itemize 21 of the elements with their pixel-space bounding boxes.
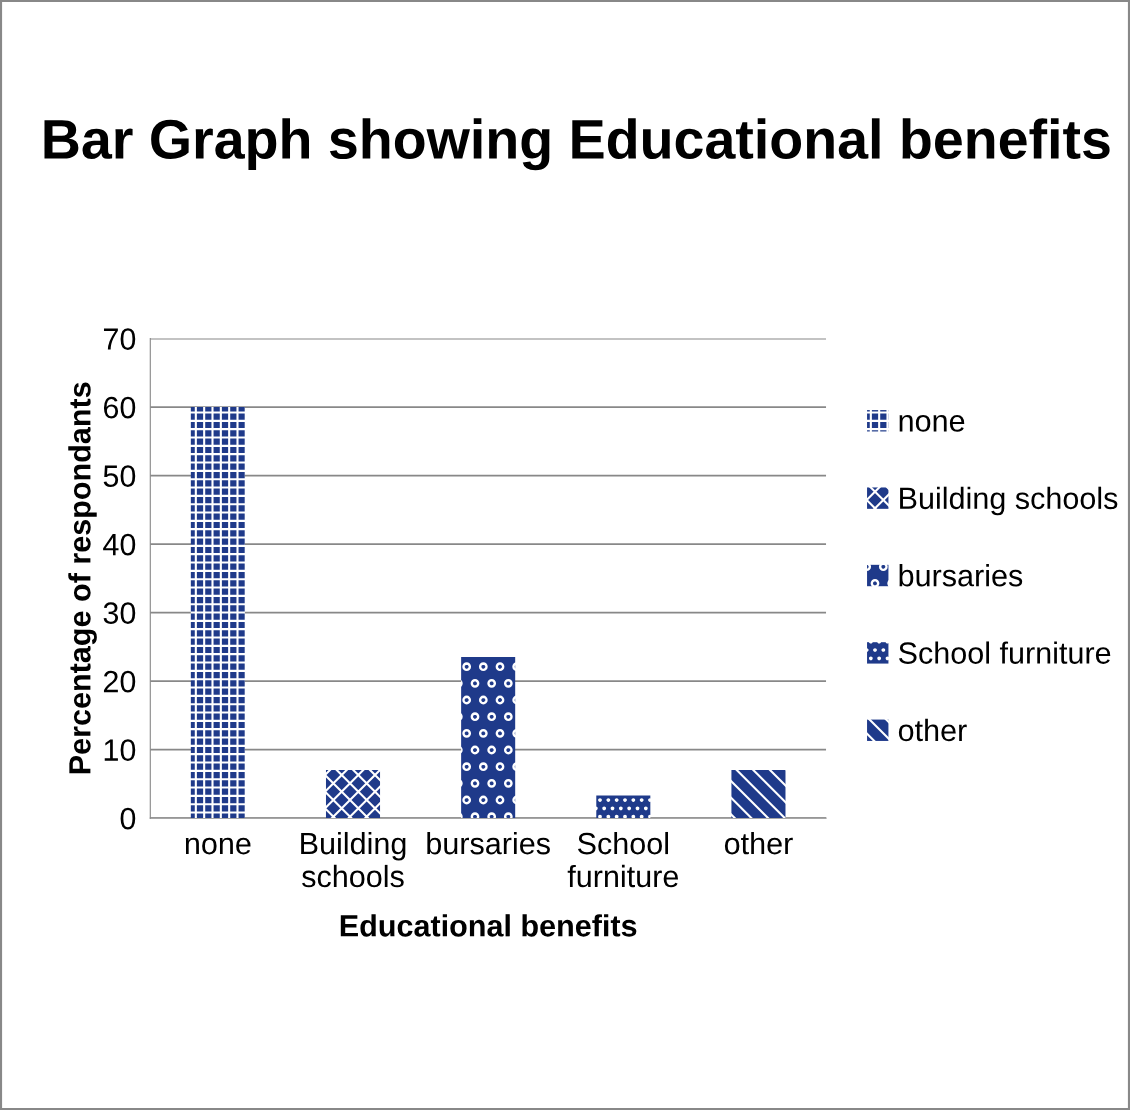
legend-label: none [899, 415, 965, 432]
x-tick-label: bursaries [427, 831, 550, 855]
legend-label: Building schools [900, 486, 1118, 516]
legend-label: School furniture [898, 641, 1111, 664]
y-axis-title: Percentage of respondants [68, 382, 97, 774]
y-tick-label: 30 [103, 602, 136, 624]
x-tick-label: other [724, 831, 793, 855]
chart-title: Bar Graph showing Educational benefits [44, 118, 1110, 171]
x-tick-label: none [185, 837, 251, 855]
x-axis-title: Educational benefits [340, 914, 637, 937]
y-tick-label: 10 [104, 739, 136, 761]
y-tick-label: 60 [103, 396, 136, 419]
y-tick-label: 70 [103, 328, 136, 350]
x-tick-label: School furniture [567, 831, 678, 888]
x-tick-label: Building schools [301, 831, 406, 888]
legend-label: bursaries [899, 564, 1023, 587]
legend-label: other [898, 718, 967, 742]
y-tick-label: 50 [103, 465, 136, 487]
y-tick-label: 20 [103, 670, 136, 693]
y-tick-label: 40 [103, 533, 136, 556]
y-tick-label: 0 [120, 807, 136, 830]
